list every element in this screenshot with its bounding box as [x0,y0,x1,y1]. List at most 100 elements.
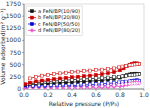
point [107,76,110,79]
chart: 0.00.20.40.60.81.00250500750100012501500… [0,0,150,108]
point [124,82,128,86]
legend-marker [31,16,34,19]
point [82,85,86,89]
point [65,71,68,74]
point [101,68,104,71]
point [107,84,110,87]
point [128,63,131,66]
x-tick-label: 0.6 [91,91,101,98]
point [113,84,116,87]
point [121,75,124,78]
point [77,75,80,78]
x-tick-label: 0.8 [115,91,125,98]
point [100,84,104,88]
point [41,74,44,77]
point [128,82,132,86]
point [71,76,74,79]
point [106,84,110,88]
point [101,73,104,76]
point [117,83,121,87]
legend: a FeN/BP(10/90)b FeN/BP(20/80)c FeN/BP(5… [26,6,82,36]
y-tick-label: 250 [10,73,22,80]
legend-marker [31,10,34,13]
y-axis-line [24,4,25,89]
point [95,77,98,80]
point [107,68,110,71]
point [94,85,98,89]
point [59,77,62,80]
point [46,86,50,89]
point [113,71,116,74]
point [113,76,116,79]
point [41,79,44,82]
y-tick-label: 750 [10,49,22,56]
x-tick-label: 1.0 [139,91,149,98]
point [95,73,98,76]
x-tick-label: 0.0 [19,91,29,98]
y-axis-label: Volume adsorbed(m² g⁻¹) [0,8,7,85]
series [29,79,141,89]
series-line [30,64,139,78]
point [107,72,110,75]
point [70,86,74,89]
point [35,80,38,83]
y-tick-label: 500 [10,61,22,68]
y-tick-label: 1500 [6,12,21,19]
point [34,86,38,89]
point [88,85,92,89]
point [76,86,80,89]
series [24,72,141,87]
point [89,74,92,77]
point [76,85,80,89]
point [64,86,68,89]
point [64,86,68,89]
point [95,69,98,72]
x-axis-label: Relative pressure (P/P₀) [49,100,119,108]
point [125,74,128,77]
point [121,65,124,68]
point [71,71,74,74]
point [83,70,86,73]
point [34,87,38,89]
point [65,76,68,79]
point [52,86,56,89]
point [53,73,56,76]
point [101,76,104,79]
legend-label: b FeN/BP(20/80) [38,14,80,20]
point [128,64,131,67]
series [24,79,141,89]
point [89,69,92,72]
point [24,87,27,89]
point [112,83,116,87]
y-tick-label: 0 [17,85,21,92]
legend-label: d FeN/BP(80/20) [38,27,80,33]
legend-box [26,6,82,36]
series-line [25,74,139,86]
legend-label: c FeN/BP(50/50) [38,21,80,27]
point [47,73,50,76]
point [29,81,32,84]
point [83,75,86,78]
legend-marker [30,28,34,32]
series [29,62,141,79]
point [46,86,50,89]
x-tick-label: 0.2 [43,91,53,98]
point [113,67,116,70]
point [82,86,86,89]
series-line [25,63,139,84]
point [24,83,27,86]
legend-handle [28,11,36,12]
point [117,75,120,78]
legend-handle [28,17,36,18]
legend-handle [28,24,36,25]
point [29,77,32,80]
axes: 0.00.20.40.60.81.00250500750100012501500… [6,0,149,98]
point [47,78,50,81]
legend-marker [31,23,34,26]
point [40,86,44,89]
point [40,87,44,89]
legend-label: a FeN/BP(10/90) [38,8,80,14]
plot-area [24,4,144,89]
point [119,69,122,72]
series [28,81,141,89]
